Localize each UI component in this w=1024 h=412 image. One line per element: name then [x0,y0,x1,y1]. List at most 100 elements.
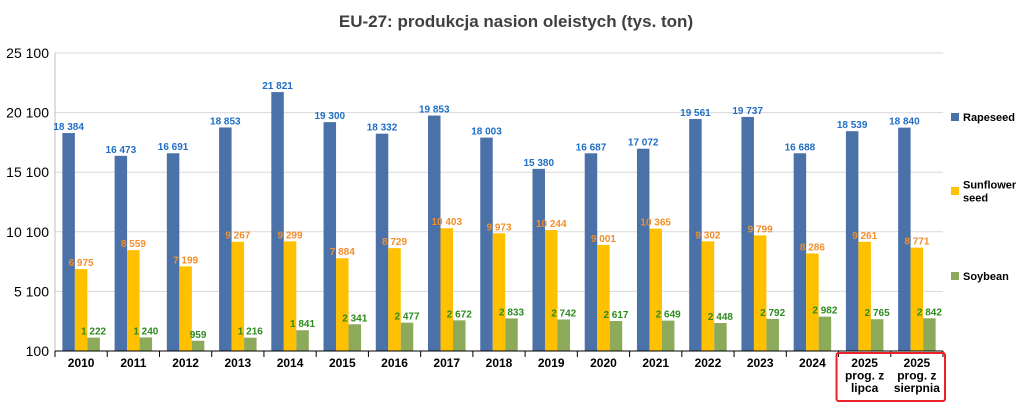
data-label: 2 341 [342,313,367,324]
bar-soybean [714,323,727,351]
data-label: 19 737 [732,106,763,117]
y-tick-label: 5 100 [14,283,49,299]
bar-soybean [923,318,936,351]
data-label: 10 403 [431,217,462,228]
bar-soybean [244,337,257,351]
data-label: 16 687 [576,142,607,153]
data-label: 8 729 [382,237,407,248]
data-label: 2 792 [760,308,785,319]
legend-swatch [951,113,959,121]
data-labels: 18 384 16 473 16 691 18 853 21 821 19 300 18 3… [53,81,942,341]
data-label: 19 853 [419,105,450,116]
x-tick-label: 2025 [851,356,878,370]
x-tick-label: 2010 [68,356,95,370]
data-label: 2 617 [603,310,628,321]
y-tick-label: 15 100 [6,164,49,180]
bar-rapeseed [898,127,911,351]
y-tick-label: 20 100 [6,105,49,121]
bar-sunflower-seed [701,241,715,351]
bar-soybean [766,318,779,351]
bar-rapeseed [584,153,598,351]
x-tick-label: sierpnia [894,381,940,395]
legend-label: Rapeseed [963,112,1015,124]
legend-label: Soybean [963,271,1009,283]
bar-rapeseed [114,155,128,351]
x-tick-label: 2011 [120,356,146,370]
data-label: 6 975 [69,258,94,269]
bar-rapeseed [532,168,545,351]
x-tick-label: prog. z [845,369,884,383]
data-label: 9 261 [852,231,877,242]
data-label: 19 300 [314,111,345,122]
bar-soybean [818,316,832,351]
bar-soybean [400,322,414,351]
legend-swatch [951,272,959,280]
bar-rapeseed [636,148,650,351]
data-label: 1 222 [81,327,106,338]
data-label: 18 003 [471,127,502,138]
data-label: 17 072 [628,138,659,149]
x-tick-label: 2016 [381,356,408,370]
data-label: 1 216 [238,327,263,338]
data-label: 18 853 [210,116,241,127]
data-label: 959 [190,330,207,341]
bar-sunflower-seed [179,266,192,351]
bar-rapeseed [271,92,284,351]
data-label: 10 365 [640,218,671,229]
bar-rapeseed [741,116,754,351]
bar-sunflower-seed [806,253,819,351]
x-tick-label: 2019 [538,356,565,370]
data-label: 16 473 [106,145,137,156]
bar-sunflower-seed [753,235,767,351]
x-tick-label: 2022 [695,356,722,370]
bar-soybean [870,319,884,351]
x-tick-label: 2024 [799,356,826,370]
x-tick-label: 2021 [642,356,669,370]
bar-rapeseed [793,153,807,351]
x-tick-labels: 2010 2011 2012 2013 2014 2015 2016 2017 2018 2019… [68,356,940,395]
data-label: 19 561 [680,108,711,119]
bar-rapeseed [219,127,232,352]
data-label: 2 765 [865,308,890,319]
bar-rapeseed [375,133,389,351]
x-tick-label: prog. z [897,369,936,383]
data-label: 9 302 [695,230,720,241]
data-label: 7 884 [330,247,355,258]
x-tick-label: 2023 [747,356,774,370]
data-label: 2 649 [656,310,681,321]
forecast-highlight [835,352,947,402]
bar-sunflower-seed [544,230,558,351]
bar-sunflower-seed [336,258,349,351]
bar-rapeseed [689,119,702,352]
bar-rapeseed [480,137,493,351]
bar-sunflower-seed [388,248,401,351]
data-label: 21 821 [262,81,293,92]
data-label: 9 799 [748,224,773,235]
bar-soybean [505,318,518,351]
bar-sunflower-seed [74,269,88,351]
bar-soybean [191,340,205,351]
legend-label: Sunflower [963,180,1017,192]
bar-rapeseed [428,115,441,351]
chart-title: EU-27: produkcja nasion oleistych (tys. … [339,12,693,31]
data-label: 8 559 [121,239,146,250]
x-tick-label: 2013 [224,356,251,370]
data-label: 2 842 [917,307,942,318]
data-label: 9 973 [486,222,511,233]
x-tick-label: 2020 [590,356,617,370]
y-tick-label: 100 [26,343,50,359]
data-label: 16 691 [158,142,189,153]
data-label: 18 539 [837,120,868,131]
data-label: 2 833 [499,307,524,318]
y-axis: 100 5 100 10 100 15 100 20 100 25 100 [6,45,49,359]
data-label: 1 841 [290,319,315,330]
x-tick-label: 2014 [277,356,304,370]
data-label: 7 199 [173,255,198,266]
x-tick-label: 2017 [433,356,460,370]
data-label: 8 771 [904,237,929,248]
legend-label: seed [963,193,988,205]
bar-soybean [661,320,675,351]
data-label: 9 001 [591,234,616,245]
x-tick-label: lipca [851,381,879,395]
